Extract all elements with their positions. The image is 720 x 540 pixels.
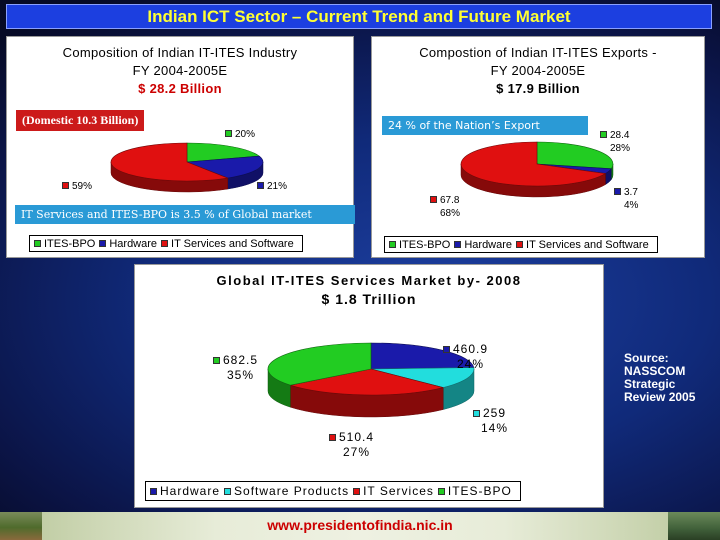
- chart1-total-value: $ 28.2 Billion: [138, 81, 222, 96]
- page-title: Indian ICT Sector – Current Trend and Fu…: [147, 6, 571, 26]
- chart3-legend: Hardware Software Products IT Services I…: [145, 481, 521, 501]
- chart2-total-value: $ 17.9 Billion: [496, 81, 580, 96]
- footer-bar: [0, 512, 720, 540]
- footer-link[interactable]: www.presidentofindia.nic.in: [267, 517, 453, 533]
- chart3-label-services: 510.4 27%: [329, 430, 374, 460]
- chart1-label-services: 59%: [62, 180, 92, 193]
- source-line: Strategic: [624, 377, 676, 391]
- chart1-legend: ITES-BPO Hardware IT Services and Softwa…: [29, 235, 303, 252]
- chart2-label-services: 67.8 68%: [430, 194, 460, 220]
- source-line: Source:: [624, 351, 669, 365]
- source-note: Source: NASSCOM Strategic Review 2005: [624, 352, 714, 404]
- legend-item-services: IT Services and Software: [516, 239, 649, 251]
- exports-composition-chart: Compostion of Indian IT-ITES Exports - F…: [371, 36, 705, 258]
- chart3-title: Global IT-ITES Services Market by- 2008: [216, 273, 522, 288]
- pie-slice-software-products: [370, 367, 475, 388]
- footer-landscape-image: [0, 512, 42, 540]
- pie-slice-it-services-and-software: [460, 141, 607, 187]
- chart1-title-line2: FY 2004-2005E: [132, 63, 228, 78]
- chart2-label-hardware: 3.7 4%: [614, 186, 638, 212]
- domestic-note: (Domestic 10.3 Billion): [16, 110, 145, 131]
- pie-slice-ites-bpo: [267, 342, 372, 386]
- pie-slice-it-services-and-software: [110, 142, 229, 182]
- chart1-title-line1: Composition of Indian IT-ITES Industry: [62, 45, 298, 60]
- chart2-legend: ITES-BPO Hardware IT Services and Softwa…: [384, 236, 658, 253]
- pie-slice-ites-bpo: [536, 141, 614, 170]
- title-bar: Indian ICT Sector – Current Trend and Fu…: [6, 4, 712, 29]
- global-share-note: IT Services and ITES-BPO is 3.5 % of Glo…: [15, 205, 355, 224]
- pie-slice-hardware: [370, 342, 475, 370]
- pie-slice-hardware: [186, 155, 264, 179]
- chart3-label-software: 259 14%: [471, 406, 508, 436]
- chart2-pie: [460, 141, 614, 198]
- legend-item-ites: ITES-BPO: [437, 484, 512, 498]
- source-line: Review 2005: [624, 390, 696, 404]
- legend-item-hardware: Hardware: [454, 239, 512, 251]
- footer-emblem-image: [668, 512, 720, 540]
- global-market-chart: Global IT-ITES Services Market by- 2008 …: [134, 264, 604, 508]
- legend-item-ites: ITES-BPO: [34, 238, 95, 250]
- chart3-label-ites: 682.5 35%: [213, 353, 258, 383]
- chart1-pie: [110, 142, 264, 193]
- pie-slice-ites-bpo: [186, 142, 261, 163]
- chart2-title-line1: Compostion of Indian IT-ITES Exports -: [419, 45, 657, 60]
- chart2-label-ites: 28.4 28%: [600, 129, 630, 155]
- chart3-pie: [267, 342, 475, 418]
- source-line: NASSCOM: [624, 364, 686, 378]
- pie-slice-it-services: [290, 368, 444, 396]
- legend-item-software: Software Products: [224, 484, 349, 498]
- chart2-title-line2: FY 2004-2005E: [490, 63, 586, 78]
- legend-item-hardware: Hardware: [99, 238, 157, 250]
- chart1-label-ites: 20%: [225, 128, 255, 141]
- legend-item-ites: ITES-BPO: [389, 239, 450, 251]
- legend-item-services: IT Services: [353, 484, 434, 498]
- legend-item-hardware: Hardware: [150, 484, 220, 498]
- legend-item-services: IT Services and Software: [161, 238, 294, 250]
- export-share-note: 24 % of the Nation’s Export: [382, 116, 588, 135]
- chart1-label-hardware: 21%: [257, 180, 287, 193]
- chart3-total-value: $ 1.8 Trillion: [321, 291, 417, 307]
- industry-composition-chart: Composition of Indian IT-ITES Industry F…: [6, 36, 355, 258]
- chart3-label-hardware: 460.9 24%: [443, 342, 488, 372]
